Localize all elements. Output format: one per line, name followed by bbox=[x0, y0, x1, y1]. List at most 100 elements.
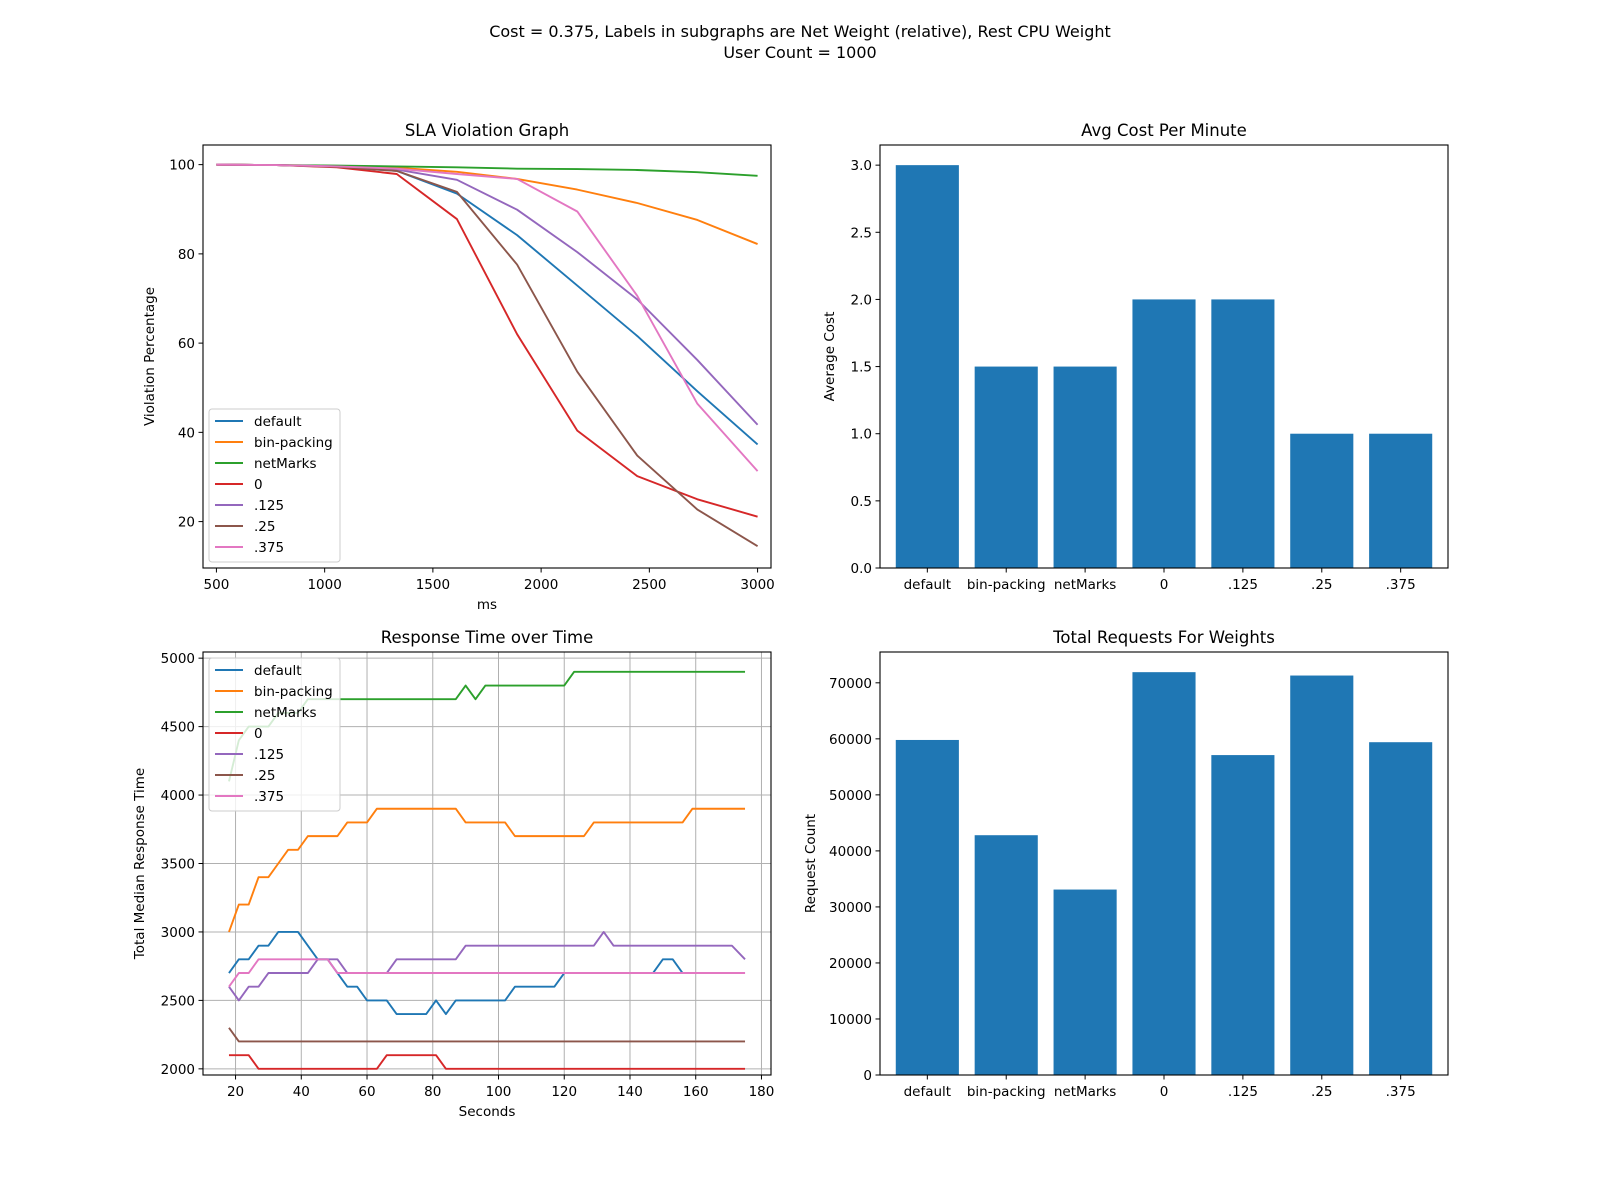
x-tick-label: .375 bbox=[1386, 577, 1416, 593]
y-tick-label: 1.5 bbox=[851, 360, 872, 376]
y-tick-label: 60 bbox=[178, 336, 195, 352]
legend-label: .125 bbox=[254, 747, 284, 763]
y-axis-label: Total Median Response Time bbox=[132, 768, 148, 960]
x-axis-label: ms bbox=[477, 597, 497, 613]
chart-title: Total Requests For Weights bbox=[1052, 628, 1275, 647]
series-line-p375 bbox=[216, 163, 759, 472]
series-line-0 bbox=[228, 1054, 746, 1070]
legend-label: 0 bbox=[254, 726, 263, 742]
y-axis-label: Request Count bbox=[803, 814, 819, 913]
y-tick-label: 20000 bbox=[829, 956, 872, 972]
axes-frame bbox=[202, 144, 772, 569]
series-line-p375 bbox=[228, 958, 746, 988]
x-tick-label: 0 bbox=[1160, 577, 1169, 593]
x-tick-label: 60 bbox=[358, 1084, 375, 1100]
y-tick-label: 30000 bbox=[829, 900, 872, 916]
y-tick-label: 0 bbox=[863, 1068, 872, 1084]
legend-label: netMarks bbox=[254, 456, 316, 472]
x-tick-label: 500 bbox=[204, 577, 230, 593]
y-tick-label: 70000 bbox=[829, 676, 872, 692]
y-tick-label: 2.5 bbox=[851, 225, 872, 241]
figure-suptitle-line2: User Count = 1000 bbox=[723, 43, 876, 62]
bar-p25 bbox=[1290, 433, 1354, 568]
x-tick-label: 1000 bbox=[307, 577, 341, 593]
x-tick-label: default bbox=[904, 1084, 952, 1100]
bar-default bbox=[895, 165, 959, 568]
y-tick-label: 40000 bbox=[829, 844, 872, 860]
bar-0 bbox=[1132, 299, 1196, 568]
y-tick-label: 0.5 bbox=[851, 494, 872, 510]
y-tick-label: 20 bbox=[178, 515, 195, 531]
legend-label: .25 bbox=[254, 768, 275, 784]
legend-label: default bbox=[254, 663, 302, 679]
x-tick-label: .25 bbox=[1311, 1084, 1332, 1100]
x-tick-label: netMarks bbox=[1054, 1084, 1116, 1100]
axes-frame bbox=[879, 144, 1449, 569]
legend-label: bin-packing bbox=[254, 435, 333, 451]
bar-netMarks bbox=[1053, 889, 1117, 1075]
y-tick-label: 40 bbox=[178, 425, 195, 441]
x-tick-label: 160 bbox=[683, 1084, 709, 1100]
x-tick-label: 80 bbox=[424, 1084, 441, 1100]
x-axis-label: Seconds bbox=[459, 1104, 516, 1120]
y-tick-label: 3500 bbox=[161, 857, 195, 873]
y-tick-label: 4500 bbox=[161, 720, 195, 736]
bar-default bbox=[895, 739, 959, 1075]
y-axis-label: Violation Percentage bbox=[142, 287, 158, 426]
bar-p125 bbox=[1211, 299, 1275, 568]
chart-resp: Response Time over Time 20 40 60 80 100 120 140… bbox=[132, 628, 774, 1120]
legend-box bbox=[208, 657, 341, 812]
legend-label: bin-packing bbox=[254, 684, 333, 700]
legend: default bin-packing netMarks 0 .125 .25 .375 bbox=[208, 408, 341, 563]
y-tick-label: 80 bbox=[178, 247, 195, 263]
legend: default bin-packing netMarks 0 .125 .25 .375 bbox=[208, 657, 341, 812]
y-tick-label: 5000 bbox=[161, 651, 195, 667]
bar-p375 bbox=[1369, 742, 1433, 1075]
axes-frame bbox=[202, 651, 772, 1076]
series-line-p25 bbox=[228, 1027, 746, 1043]
x-tick-label: .375 bbox=[1386, 1084, 1416, 1100]
y-tick-label: 3000 bbox=[161, 925, 195, 941]
x-tick-label: 3000 bbox=[740, 577, 774, 593]
chart-title: Response Time over Time bbox=[381, 628, 594, 647]
legend-label: .25 bbox=[254, 519, 275, 535]
x-tick-label: 40 bbox=[293, 1084, 310, 1100]
x-tick-label: 140 bbox=[617, 1084, 643, 1100]
y-tick-label: 0.0 bbox=[851, 561, 872, 577]
x-tick-label: netMarks bbox=[1054, 577, 1116, 593]
y-tick-label: 60000 bbox=[829, 732, 872, 748]
bar-netMarks bbox=[1053, 366, 1117, 568]
y-tick-label: 3.0 bbox=[851, 158, 872, 174]
y-tick-label: 2.0 bbox=[851, 292, 872, 308]
x-tick-label: 2500 bbox=[632, 577, 666, 593]
legend-label: .375 bbox=[254, 789, 284, 805]
figure-suptitle-line1: Cost = 0.375, Labels in subgraphs are Ne… bbox=[489, 22, 1111, 41]
x-tick-label: .125 bbox=[1228, 1084, 1258, 1100]
legend-label: netMarks bbox=[254, 705, 316, 721]
y-tick-label: 50000 bbox=[829, 788, 872, 804]
x-tick-label: 180 bbox=[749, 1084, 775, 1100]
series-group bbox=[216, 163, 759, 547]
legend-label: .375 bbox=[254, 540, 284, 556]
chart-cost: Avg Cost Per Minute default bin-packing net… bbox=[822, 121, 1449, 593]
y-tick-label: 4000 bbox=[161, 788, 195, 804]
y-tick-label: 2500 bbox=[161, 993, 195, 1009]
y-axis-label: Average Cost bbox=[822, 312, 838, 402]
y-tick-label: 10000 bbox=[829, 1012, 872, 1028]
chart-title: SLA Violation Graph bbox=[405, 121, 569, 140]
x-tick-label: bin-packing bbox=[967, 1084, 1046, 1100]
y-tick-label: 1.0 bbox=[851, 427, 872, 443]
chart-title: Avg Cost Per Minute bbox=[1081, 121, 1247, 140]
bar-bin-packing bbox=[974, 835, 1038, 1075]
x-tick-label: 2000 bbox=[524, 577, 558, 593]
series-line-bin-packing bbox=[228, 807, 746, 933]
x-tick-label: 1500 bbox=[416, 577, 450, 593]
y-tick-label: 100 bbox=[169, 158, 195, 174]
x-tick-label: bin-packing bbox=[967, 577, 1046, 593]
series-group bbox=[228, 670, 746, 1070]
legend-label: 0 bbox=[254, 477, 263, 493]
x-tick-label: 20 bbox=[227, 1084, 244, 1100]
